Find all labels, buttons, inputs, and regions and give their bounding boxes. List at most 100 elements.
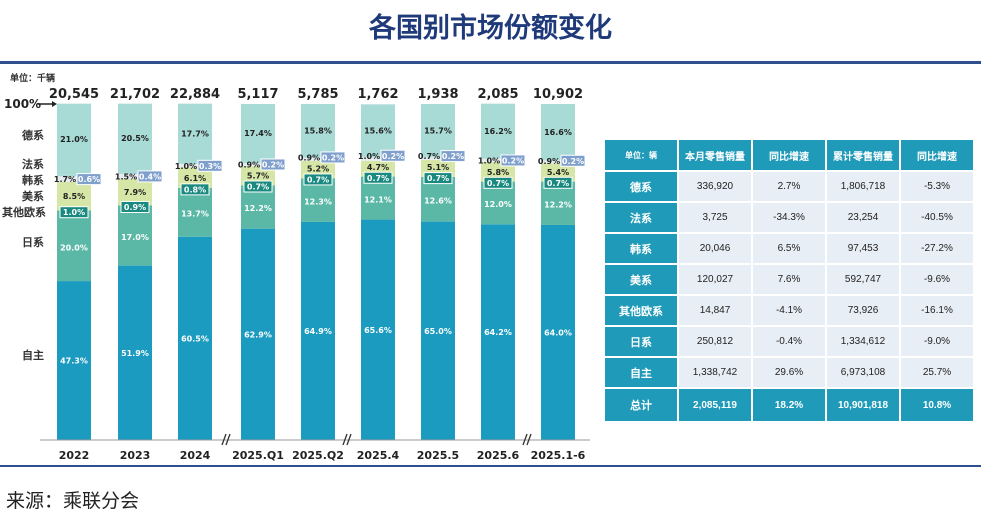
data-label: 0.9% (538, 157, 560, 166)
data-label: 5.2% (307, 164, 329, 173)
bar-segment (361, 219, 395, 440)
data-label: 5.1% (427, 163, 449, 172)
data-label: 0.7% (547, 179, 569, 188)
value-badge (59, 206, 89, 219)
table-row: 韩系 20,046 6.5% 97,453 -27.2% (603, 232, 975, 265)
x-tick-label: 2025.4 (357, 449, 400, 462)
data-label: 1.7% (54, 175, 76, 184)
series-label: 美系 (22, 189, 44, 203)
data-label: 1.0% (175, 162, 197, 171)
data-label: 0.3% (199, 162, 221, 171)
x-tick-label: 2024 (180, 449, 211, 462)
total-row: 总计 2,085,119 18.2% 10,901,818 10.8% (603, 387, 975, 423)
data-label: 0.7% (307, 175, 329, 184)
bar-segment (361, 156, 395, 158)
data-label: 0.2% (562, 157, 584, 166)
data-label: 47.3% (60, 357, 88, 366)
data-label: 65.6% (364, 326, 392, 335)
data-label: 1.5% (115, 172, 137, 181)
series-label: 韩系 (22, 173, 44, 187)
value-badge (260, 158, 286, 171)
data-label: 0.9% (124, 203, 146, 212)
bar-segment (118, 103, 152, 173)
data-label: 5.8% (487, 168, 509, 177)
data-label: 20.5% (121, 134, 149, 143)
value-badge (320, 151, 346, 164)
axis-break-icon (522, 433, 528, 446)
data-label: 12.1% (364, 195, 392, 204)
bar-segment (178, 163, 212, 165)
row-header: 德系 (603, 170, 679, 203)
data-label: 12.3% (304, 197, 332, 206)
x-tick-label: 2023 (120, 449, 151, 462)
bar-segment (241, 104, 275, 163)
data-label: 16.6% (544, 128, 572, 137)
value-badge (500, 154, 526, 167)
table-cell: -9.6% (899, 263, 975, 296)
data-label: 13.7% (181, 210, 209, 219)
value-badge (363, 171, 393, 184)
total-label: 21,702 (110, 87, 160, 102)
table-cell: 23,254 (825, 201, 901, 234)
bar-segment (57, 213, 91, 282)
bar-segment (178, 167, 212, 188)
table-row: 美系 120,027 7.6% 592,747 -9.6% (603, 263, 975, 296)
table-cell: 7.6% (751, 263, 827, 296)
data-label: 0.2% (262, 160, 284, 169)
table-cell: -27.2% (899, 232, 975, 265)
bar-segment (178, 236, 212, 440)
value-badge (137, 170, 163, 183)
bar-segment (178, 103, 212, 164)
data-label: 0.7% (367, 174, 389, 183)
series-label: 日系 (22, 235, 44, 249)
total-label: 1,762 (357, 87, 398, 102)
data-label: 0.9% (238, 160, 260, 169)
data-label: 16.2% (484, 127, 512, 136)
table-cell: 2.7% (751, 170, 827, 203)
data-label: 15.7% (424, 126, 452, 135)
table-cell: 10,901,818 (825, 387, 901, 423)
axis-break-icon (346, 433, 352, 446)
bar-segment (361, 178, 395, 220)
row-header: 自主 (603, 356, 679, 389)
data-label: 0.2% (382, 152, 404, 161)
x-tick-label: 2025.6 (477, 449, 520, 462)
total-label: 5,117 (237, 87, 278, 102)
series-label: 其他欧系 (2, 205, 46, 219)
data-label: 5.7% (247, 171, 269, 180)
data-label: 64.2% (484, 328, 512, 337)
value-badge (483, 176, 513, 189)
bar-segment (301, 221, 335, 440)
bar-segment (301, 157, 335, 158)
data-label: 51.9% (121, 349, 149, 358)
x-tick-label: 2025.Q2 (292, 449, 344, 462)
data-label: 64.9% (304, 327, 332, 336)
value-badge (423, 172, 453, 185)
value-badge (543, 176, 573, 189)
bar-segment (241, 163, 275, 167)
bar-segment (301, 104, 335, 158)
table-row: 其他欧系 14,847 -4.1% 73,926 -16.1% (603, 294, 975, 327)
bar-segment (481, 162, 515, 182)
table-cell: 336,920 (677, 170, 753, 203)
data-label: 0.9% (298, 153, 320, 162)
bar-segment (178, 164, 212, 168)
row-header: 总计 (603, 387, 679, 423)
source-note: 来源：乘联分会 (6, 490, 140, 512)
data-label: 0.8% (184, 185, 206, 194)
stacked-bar-chart: 100% 47.3% 20.0% 1.0% 8.5% 1.7% 0.6% 21.0% 20,54… (2, 87, 590, 462)
table-cell: -34.3% (751, 201, 827, 234)
table-cell: 6.5% (751, 232, 827, 265)
bar-segment (178, 190, 212, 237)
data-label: 4.7% (367, 163, 389, 172)
data-label: 12.2% (544, 200, 572, 209)
bar-segment (481, 103, 515, 159)
data-label: 0.7% (427, 174, 449, 183)
bar-segment (57, 103, 91, 175)
data-label: 0.2% (442, 152, 464, 161)
data-label: 8.5% (63, 192, 85, 201)
data-label: 0.4% (139, 172, 161, 181)
bar-segment (241, 162, 275, 164)
bar-segment (241, 187, 275, 229)
table-cell: 1,334,612 (825, 325, 901, 358)
